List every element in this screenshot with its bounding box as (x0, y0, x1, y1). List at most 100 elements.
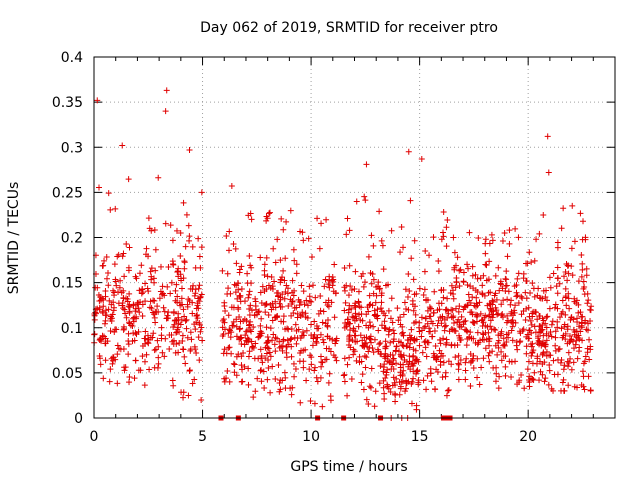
data-point (186, 368, 193, 375)
data-point (272, 334, 279, 341)
data-point (195, 305, 202, 312)
data-point (196, 357, 203, 364)
data-point (584, 300, 591, 307)
data-point (259, 359, 266, 366)
data-point (527, 341, 534, 348)
data-point (488, 326, 495, 333)
data-point (264, 273, 271, 280)
data-point (357, 332, 364, 339)
data-point (389, 352, 396, 359)
data-point (314, 215, 321, 222)
data-point (175, 310, 182, 317)
data-point (486, 349, 493, 356)
data-point (551, 371, 558, 378)
data-point (247, 318, 254, 325)
data-point (377, 305, 384, 312)
x-tick-label: 5 (198, 429, 207, 445)
data-point (397, 339, 404, 346)
data-point (162, 335, 169, 342)
data-point (182, 317, 189, 324)
data-point (130, 330, 137, 337)
data-point (186, 233, 193, 240)
data-point (132, 357, 139, 364)
data-point (442, 322, 449, 329)
data-point (387, 339, 394, 346)
data-point (365, 401, 372, 408)
data-point (349, 313, 356, 320)
data-point (341, 324, 348, 331)
data-point (272, 259, 279, 266)
data-point (244, 335, 251, 342)
data-point (123, 314, 130, 321)
data-point (583, 265, 590, 272)
data-point (356, 353, 363, 360)
data-point (177, 321, 184, 328)
data-point (97, 297, 104, 304)
data-point (290, 360, 297, 367)
data-point (474, 312, 481, 319)
data-point (490, 364, 497, 371)
data-point (160, 304, 167, 311)
data-point (435, 300, 442, 307)
data-point (169, 377, 176, 384)
data-point (376, 208, 383, 215)
data-point (131, 375, 138, 382)
data-point (381, 318, 388, 325)
data-point (566, 332, 573, 339)
data-point (297, 350, 304, 357)
data-point (306, 283, 313, 290)
data-point (125, 351, 132, 358)
data-point (392, 391, 399, 398)
data-point (294, 314, 301, 321)
data-point (300, 288, 307, 295)
data-point (581, 386, 588, 393)
data-point (257, 322, 264, 329)
x-axis-label: GPS time / hours (290, 459, 407, 475)
data-point (317, 331, 324, 338)
data-point (142, 251, 149, 258)
data-point (470, 319, 477, 326)
data-point (586, 336, 593, 343)
data-point (324, 323, 331, 330)
data-point (237, 318, 244, 325)
data-point (505, 329, 512, 336)
data-point (579, 337, 586, 344)
data-point (277, 386, 284, 393)
data-point (366, 292, 373, 299)
data-point (162, 108, 169, 115)
data-point (539, 371, 546, 378)
data-point (382, 345, 389, 352)
data-point (392, 398, 399, 405)
data-point (440, 208, 447, 215)
data-point (311, 364, 318, 371)
data-point (238, 263, 245, 270)
data-point (137, 299, 144, 306)
data-point (265, 364, 272, 371)
data-point (421, 286, 428, 293)
data-point (523, 350, 530, 357)
data-point (180, 394, 187, 401)
data-point (167, 222, 174, 229)
data-point (526, 249, 533, 256)
data-point (499, 285, 506, 292)
data-point (564, 277, 571, 284)
data-point (265, 345, 272, 352)
data-point (460, 306, 467, 313)
data-point (434, 368, 441, 375)
data-point (363, 396, 370, 403)
data-point (467, 283, 474, 290)
data-point (195, 235, 202, 242)
data-point (102, 317, 109, 324)
data-point (100, 375, 107, 382)
data-point (272, 348, 279, 355)
data-point (148, 265, 155, 272)
data-point (492, 272, 499, 279)
data-point (248, 328, 255, 335)
data-point (565, 349, 572, 356)
data-point (586, 356, 593, 363)
data-point (289, 277, 296, 284)
data-point (523, 305, 530, 312)
data-point (161, 353, 168, 360)
data-point (584, 345, 591, 352)
data-point (362, 364, 369, 371)
